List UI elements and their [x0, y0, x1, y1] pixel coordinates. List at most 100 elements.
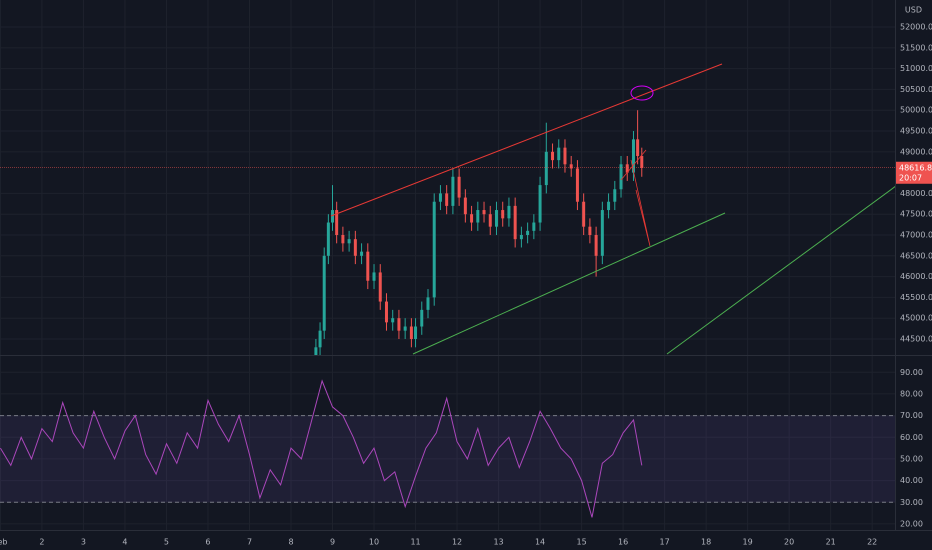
candle-body — [575, 168, 579, 202]
y-tick-label: 50.00 — [900, 454, 923, 463]
x-tick-label: 7 — [247, 538, 252, 547]
candle-body — [409, 326, 413, 339]
y-tick-label: 30.00 — [900, 498, 923, 507]
candle-body — [463, 197, 467, 215]
x-tick-label: 21 — [826, 538, 836, 547]
candle-body — [331, 210, 335, 223]
candle-body — [532, 222, 536, 231]
candle-body — [594, 235, 598, 256]
y-tick-label: 46500.00 — [900, 251, 932, 260]
x-tick-label: 11 — [410, 538, 420, 547]
candle-body — [619, 164, 623, 190]
x-tick-label: 5 — [164, 538, 169, 547]
candle-body — [403, 326, 407, 331]
x-tick-label: 16 — [618, 538, 628, 547]
candle-body — [582, 201, 586, 227]
candle-body — [513, 205, 517, 240]
x-tick-label: 15 — [576, 538, 586, 547]
y-tick-label: 20.00 — [900, 519, 923, 528]
projection-line — [666, 186, 895, 355]
x-tick-label: Feb — [0, 538, 8, 547]
candle-body — [494, 210, 498, 227]
y-tick-label: 45500.00 — [900, 293, 932, 302]
y-tick-label: 49500.00 — [900, 127, 932, 136]
candle-body — [501, 210, 505, 219]
candle-body — [569, 164, 573, 169]
x-tick-label: 17 — [660, 538, 670, 547]
candle-body — [507, 205, 511, 219]
y-tick-label: 47000.00 — [900, 231, 932, 240]
drawing-lines — [620, 149, 651, 247]
candle-body — [451, 176, 455, 206]
x-tick-label: 14 — [535, 538, 545, 547]
x-tick-label: 20 — [784, 538, 794, 547]
y-tick-label: 45000.00 — [900, 314, 932, 323]
candle-body — [335, 210, 339, 236]
candle-body — [588, 226, 592, 236]
candle-body — [391, 318, 395, 323]
x-tick-label: 6 — [205, 538, 210, 547]
y-tick-label: 70.00 — [900, 411, 923, 420]
candle-body — [326, 222, 330, 256]
x-tick-label: 18 — [701, 538, 711, 547]
x-tick-label: 12 — [452, 538, 462, 547]
y-tick-label: 51500.00 — [900, 43, 932, 52]
drawings — [330, 63, 895, 355]
candle-body — [557, 147, 561, 161]
candle-body — [613, 189, 617, 202]
y-tick-label: 90.00 — [900, 368, 923, 377]
x-tick-label: 4 — [122, 538, 127, 547]
y-tick-label: 40.00 — [900, 476, 923, 485]
candle-body — [519, 235, 523, 240]
y-tick-label: 80.00 — [900, 389, 923, 398]
y-tick-label: 51000.00 — [900, 64, 932, 73]
x-tick-label: 13 — [493, 538, 503, 547]
y-tick-label: 44500.00 — [900, 334, 932, 343]
rsi-band — [0, 415, 895, 503]
last-price-label: 48616.82 — [899, 163, 932, 172]
y-tick-label: 47500.00 — [900, 210, 932, 219]
candle-body — [347, 239, 351, 244]
y-tick-label: 49000.00 — [900, 147, 932, 156]
candle-body — [457, 176, 461, 198]
candle-body — [538, 185, 542, 223]
candle-body — [445, 193, 449, 206]
candle-body — [384, 301, 388, 323]
x-tick-label: 9 — [330, 538, 335, 547]
axes: 44500.00 45000.00 45500.00 46000.00 46500.00… — [0, 23, 932, 547]
candle-body — [563, 147, 567, 165]
candle-body — [625, 164, 629, 173]
support-line — [412, 212, 726, 355]
candle-body — [438, 193, 442, 202]
candle-body — [322, 255, 326, 331]
candle-body — [314, 347, 318, 355]
candle-body — [360, 251, 364, 256]
candle-body — [426, 297, 430, 310]
candle-body — [378, 272, 382, 302]
candle-body — [470, 214, 474, 223]
x-tick-label: 10 — [369, 538, 379, 547]
candle-body — [414, 326, 418, 339]
y-tick-label: 50000.00 — [900, 106, 932, 115]
currency-label: USD — [905, 6, 922, 15]
rsi-pane — [0, 379, 895, 518]
candle-body — [397, 318, 401, 331]
x-tick-label: 8 — [288, 538, 293, 547]
x-tick-label: 3 — [81, 538, 86, 547]
candle-body — [372, 272, 376, 281]
candle-body — [420, 309, 424, 327]
candle-body — [551, 151, 555, 161]
x-tick-label: 22 — [867, 538, 877, 547]
candle-body — [476, 210, 480, 223]
candle-body — [631, 139, 635, 173]
y-tick-label: 60.00 — [900, 433, 923, 442]
x-tick-label: 19 — [743, 538, 753, 547]
candle-body — [636, 139, 640, 156]
candle-body — [482, 210, 486, 215]
y-tick-label: 46000.00 — [900, 272, 932, 281]
candle-body — [544, 151, 548, 186]
candle-body — [607, 201, 611, 211]
y-tick-label: 52000.00 — [900, 23, 932, 32]
